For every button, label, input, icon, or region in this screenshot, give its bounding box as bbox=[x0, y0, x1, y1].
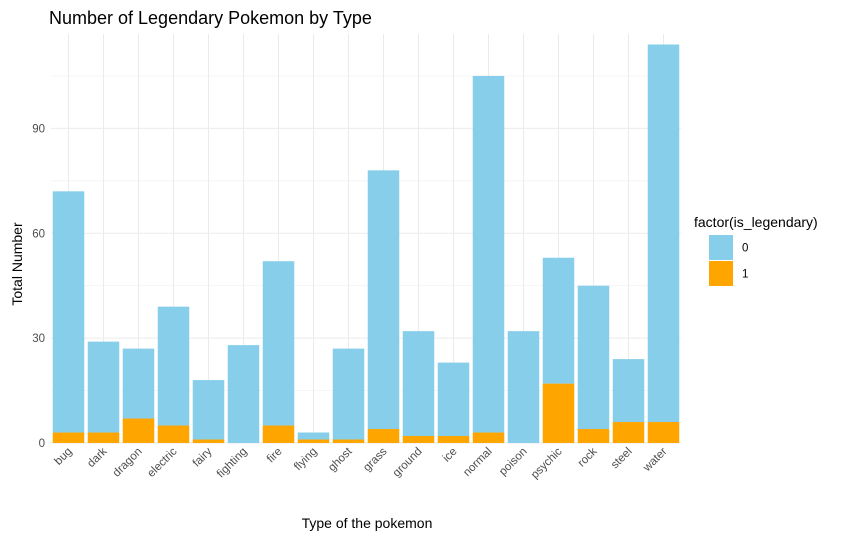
legend-label: 0 bbox=[742, 243, 748, 255]
bar-dragon-0 bbox=[122, 348, 155, 419]
chart-title: Number of Legendary Pokemon by Type bbox=[49, 8, 372, 28]
bar-ground-1 bbox=[402, 436, 435, 443]
bar-ghost-1 bbox=[332, 439, 365, 443]
x-tick-label: flying bbox=[292, 446, 319, 473]
plot-area: 0 30 60 90 bug dark dragon electric fairy fighti… bbox=[32, 34, 681, 481]
y-axis-title: Total Number bbox=[9, 222, 25, 306]
bar-poison-0 bbox=[507, 331, 540, 443]
bar-grass-0 bbox=[367, 170, 400, 430]
bar-fairy-0 bbox=[192, 380, 225, 440]
bar-flying-0 bbox=[297, 432, 330, 440]
x-tick-label: ghost bbox=[326, 445, 355, 474]
x-tick-label: fire bbox=[265, 446, 285, 466]
y-tick-label: 0 bbox=[39, 438, 45, 450]
x-tick-label: poison bbox=[497, 446, 529, 478]
bar-bug-0 bbox=[52, 191, 85, 433]
y-tick-label: 60 bbox=[32, 228, 45, 240]
x-tick-label: bug bbox=[53, 446, 75, 468]
bar-normal-1 bbox=[472, 432, 505, 443]
bar-water-1 bbox=[647, 422, 680, 443]
x-axis-ticks: bug dark dragon electric fairy fighting fire fl… bbox=[53, 445, 670, 481]
legend-key-1 bbox=[709, 261, 733, 286]
y-tick-label: 30 bbox=[32, 333, 45, 345]
bar-electric-1 bbox=[157, 425, 190, 443]
x-tick-label: steel bbox=[609, 446, 635, 472]
legend-title: factor(is_legendary) bbox=[694, 214, 818, 230]
bar-rock-0 bbox=[577, 285, 610, 430]
bar-psychic-0 bbox=[542, 257, 575, 384]
bar-ice-0 bbox=[437, 362, 470, 437]
bar-dragon-1 bbox=[122, 418, 155, 443]
bars bbox=[52, 44, 680, 443]
x-tick-label: dragon bbox=[111, 446, 145, 480]
bar-normal-0 bbox=[472, 75, 505, 433]
bar-bug-1 bbox=[52, 432, 85, 443]
y-axis-ticks: 0 30 60 90 bbox=[32, 123, 45, 450]
bar-psychic-1 bbox=[542, 383, 575, 443]
bar-steel-0 bbox=[612, 359, 645, 423]
bar-steel-1 bbox=[612, 422, 645, 443]
x-tick-label: normal bbox=[461, 446, 494, 479]
bar-electric-0 bbox=[157, 306, 190, 426]
x-tick-label: dark bbox=[85, 445, 109, 469]
bar-dark-1 bbox=[87, 432, 120, 443]
x-tick-label: psychic bbox=[529, 445, 565, 481]
bar-ground-0 bbox=[402, 331, 435, 437]
bar-dark-0 bbox=[87, 341, 120, 433]
bar-rock-1 bbox=[577, 429, 610, 443]
bar-ice-1 bbox=[437, 436, 470, 443]
x-tick-label: ground bbox=[391, 446, 425, 480]
x-tick-label: fighting bbox=[215, 446, 250, 481]
x-tick-label: ice bbox=[441, 446, 460, 465]
bar-fire-0 bbox=[262, 261, 295, 426]
legend: factor(is_legendary) 0 1 bbox=[694, 214, 818, 286]
bar-grass-1 bbox=[367, 429, 400, 443]
bar-flying-1 bbox=[297, 439, 330, 443]
bar-fighting-0 bbox=[227, 345, 260, 443]
x-tick-label: grass bbox=[361, 445, 390, 474]
bar-ghost-0 bbox=[332, 348, 365, 440]
legend-key-0 bbox=[709, 235, 733, 260]
x-axis-title: Type of the pokemon bbox=[302, 515, 433, 531]
legend-label: 1 bbox=[742, 269, 748, 281]
bar-fire-1 bbox=[262, 425, 295, 443]
x-tick-label: water bbox=[641, 446, 670, 475]
bar-fairy-1 bbox=[192, 439, 225, 443]
x-tick-label: fairy bbox=[191, 445, 215, 469]
bar-water-0 bbox=[647, 44, 680, 423]
x-tick-label: electric bbox=[145, 445, 179, 479]
x-tick-label: rock bbox=[576, 445, 600, 469]
y-tick-label: 90 bbox=[32, 123, 45, 135]
